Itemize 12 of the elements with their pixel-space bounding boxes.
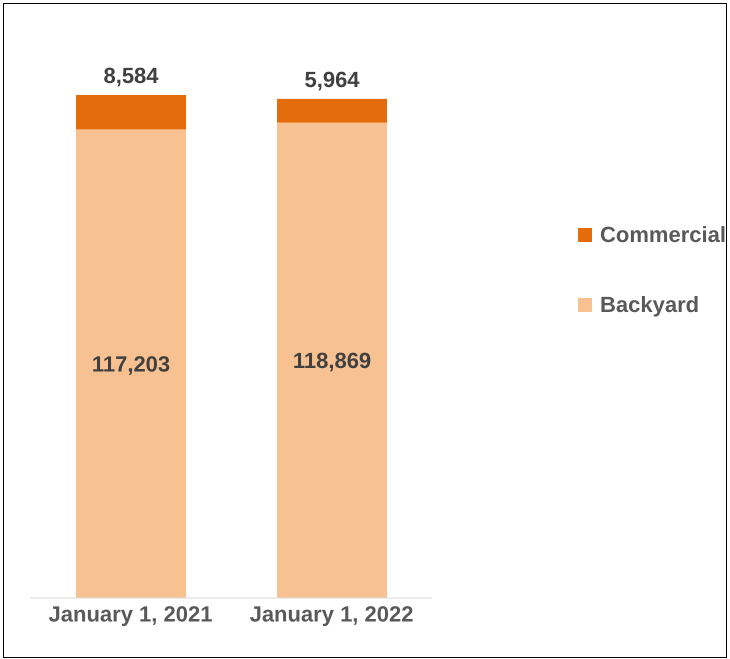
data-label: 117,203 [92,351,170,376]
data-label: 8,584 [103,63,160,88]
legend-label: Commercial [600,222,726,248]
data-label: 5,964 [304,66,360,92]
bar [76,129,186,598]
data-label: 118,869 [292,348,372,374]
legend-label: Backyard [600,292,700,318]
x-tick-label: January 1, 2021 [48,602,212,627]
bar [76,95,186,130]
x-tick-label: January 1, 2022 [250,602,414,627]
bar [277,98,388,123]
bar [277,122,388,598]
